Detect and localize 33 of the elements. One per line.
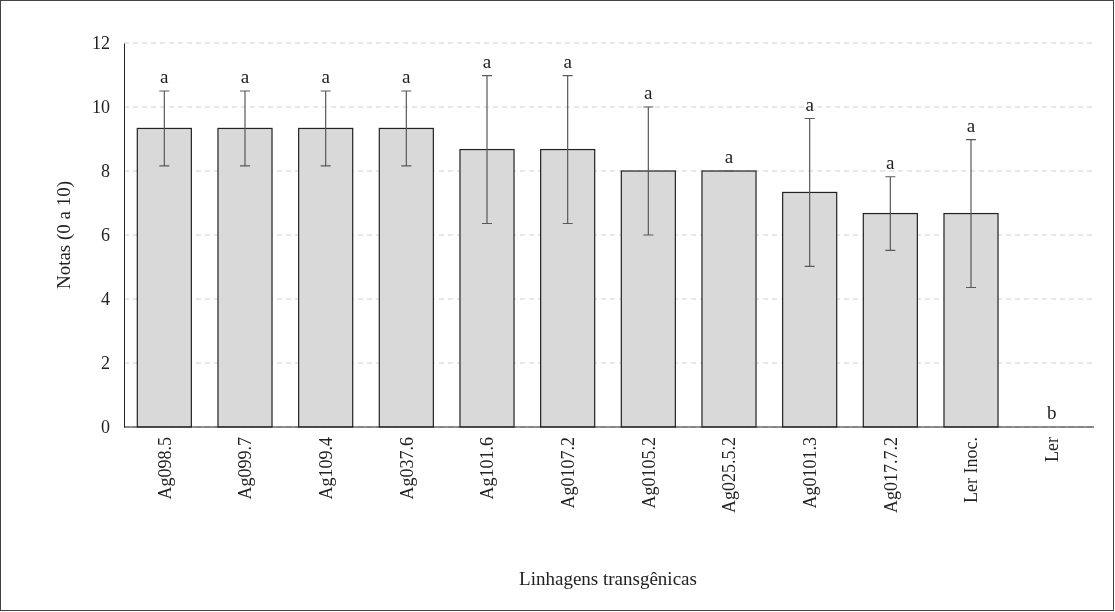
annotation: a bbox=[160, 66, 170, 87]
x-tick-label: Ler Inoc. bbox=[961, 437, 982, 503]
x-tick-label: Ag109.4 bbox=[315, 437, 336, 500]
x-tick-label: Ler bbox=[1041, 437, 1062, 462]
y-tick-label: 0 bbox=[101, 417, 110, 438]
x-tick-label: Ag017.7.2 bbox=[880, 437, 901, 513]
annotation: a bbox=[644, 82, 654, 103]
y-axis-title: Notas (0 a 10) bbox=[53, 180, 75, 290]
x-tick-label: Ag099.7 bbox=[235, 437, 256, 500]
y-tick-label: 12 bbox=[92, 33, 110, 54]
annotation: a bbox=[563, 50, 573, 72]
y-tick-label: 4 bbox=[101, 289, 110, 310]
annotation: a bbox=[482, 50, 492, 72]
annotation: a bbox=[724, 146, 734, 167]
x-tick-label: Ag0101.3 bbox=[799, 437, 820, 509]
x-tick-label: Ag0105.2 bbox=[638, 437, 659, 509]
x-axis-title: Linhagens transgênicas bbox=[519, 568, 697, 589]
annotation: b bbox=[1046, 402, 1057, 423]
annotation: a bbox=[321, 66, 331, 87]
annotation: a bbox=[886, 151, 896, 173]
annotation: a bbox=[966, 114, 976, 136]
annotation: a bbox=[805, 93, 815, 115]
x-tick-label: Ag025.5.2 bbox=[719, 437, 740, 513]
annotation: a bbox=[240, 66, 250, 87]
y-tick-label: 10 bbox=[92, 97, 110, 118]
x-tick-label: Ag0107.2 bbox=[557, 437, 578, 509]
x-tick-label: Ag101.6 bbox=[477, 437, 498, 500]
y-tick-label: 2 bbox=[101, 353, 110, 374]
annotation: a bbox=[402, 66, 412, 87]
y-tick-label: 8 bbox=[101, 161, 110, 182]
x-tick-label: Ag098.5 bbox=[154, 437, 175, 500]
y-tick-label: 6 bbox=[101, 225, 110, 246]
x-tick-label: Ag037.6 bbox=[396, 437, 417, 500]
